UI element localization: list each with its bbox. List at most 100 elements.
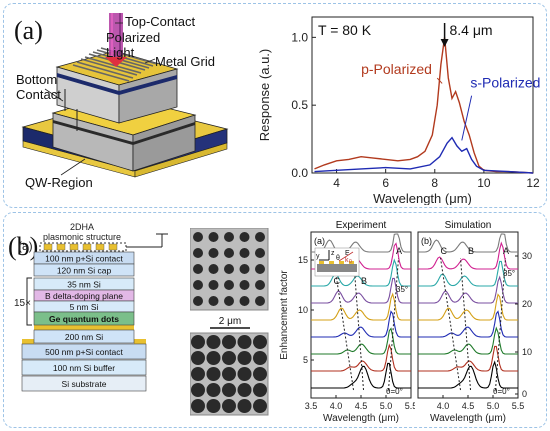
- x-tick-label: 6: [382, 176, 389, 190]
- y-tick-label-right: 30: [522, 251, 532, 261]
- curve-angle-6: [311, 258, 411, 287]
- peak-label-a: A: [503, 246, 509, 256]
- sem-hole: [239, 280, 250, 290]
- plasmonic-label-1: 2DHA: [70, 222, 94, 232]
- inset-y-label: y: [316, 253, 320, 260]
- x-tick-label: 12: [526, 176, 540, 190]
- sem-hole: [206, 351, 221, 365]
- y-tick-label: 10: [298, 305, 308, 315]
- stack-layer: [21, 359, 147, 376]
- repeat-label: 15×: [14, 298, 31, 309]
- sem-hole: [253, 351, 267, 365]
- sem-hole: [193, 232, 203, 242]
- sem-hole: [208, 232, 219, 242]
- legend-s-pointer: [461, 95, 473, 141]
- sem-hole: [208, 264, 219, 274]
- panel-b-tag: (b): [8, 232, 39, 261]
- curve-angle-3: [311, 310, 411, 338]
- sem-hole: [237, 383, 252, 397]
- stack-sub-tag: (a): [18, 239, 33, 253]
- sem-hole: [191, 383, 205, 397]
- label-top-contact: Top-Contact: [125, 14, 196, 29]
- stack-layer-label: Si substrate: [62, 379, 107, 389]
- x-tick-label: 4: [333, 176, 340, 190]
- inset-k-arrow: [338, 251, 354, 262]
- y-tick-label-right: 0: [522, 389, 527, 399]
- plasmonic-pad: [82, 243, 92, 251]
- sem-hole: [193, 264, 203, 274]
- chart-sub-tag: (a): [314, 236, 325, 246]
- y-tick-label: 0.0: [291, 166, 308, 180]
- sem-hole: [222, 383, 236, 397]
- light-beam: [105, 13, 127, 67]
- plot-frame: [311, 16, 534, 174]
- curve-angle-4: [418, 293, 518, 321]
- stack-layer: [21, 375, 147, 392]
- x-tick-label: 4.5: [462, 401, 475, 411]
- sem-hole: [191, 351, 205, 365]
- inset-k-sub-label: 0: [349, 259, 352, 265]
- sem-hole: [253, 367, 267, 381]
- sem-hole: [206, 383, 221, 397]
- curve-angle-8: [418, 233, 518, 253]
- device-illustration: [21, 13, 229, 178]
- contact-pad-left: [22, 339, 34, 344]
- sem-hole: [237, 351, 252, 365]
- sem-hole: [191, 367, 205, 381]
- sem-hole: [239, 248, 250, 258]
- x-axis-label: Wavelength (μm): [373, 191, 472, 205]
- plasmonic-pad: [95, 243, 105, 251]
- peak-label-b: B: [468, 246, 474, 256]
- x-tick-label: 5.0: [487, 401, 500, 411]
- inset-pad: [339, 261, 344, 264]
- stack-layer-label: B delta-doping plane: [45, 291, 123, 301]
- x-tick-label: 10: [477, 176, 491, 190]
- sem-hole: [224, 264, 234, 274]
- annotation-temperature: T = 80 K: [318, 22, 372, 38]
- curve-angle-3: [418, 310, 518, 338]
- y-tick-label: 15: [298, 255, 308, 265]
- curve-angle-0: [311, 362, 411, 389]
- sem-hole: [193, 296, 203, 306]
- stack-layer: [21, 343, 147, 360]
- sem-hole: [253, 383, 267, 397]
- plasmonic-pad: [69, 243, 79, 251]
- sem-hole: [224, 296, 234, 306]
- peak-label-c: C: [441, 246, 448, 256]
- sem-hole: [255, 248, 265, 258]
- sem-scale-label: 2 μm: [219, 316, 241, 327]
- panel-b: [3, 212, 547, 428]
- sem-hole: [208, 296, 219, 306]
- curve-angle-0: [418, 360, 518, 389]
- contact-pad-inner: [34, 325, 134, 330]
- x-axis-label: Wavelength (μm): [323, 413, 399, 423]
- sem-hole: [208, 280, 219, 290]
- sem-hole: [239, 264, 250, 274]
- inset-substrate: [317, 264, 357, 272]
- sem-hole: [224, 248, 234, 258]
- legend-p-polarized: p-Polarized: [361, 61, 432, 77]
- label-bottom-contact: Bottom Contact: [16, 72, 61, 102]
- stack-layer-label: 200 nm Si: [65, 332, 103, 342]
- annotation-peak: 8.4 μm: [450, 22, 493, 38]
- angle-top-label: 35°: [396, 285, 408, 294]
- x-tick-label: 5.0: [380, 401, 393, 411]
- chart-title: Experiment: [336, 220, 387, 231]
- sem-hole: [239, 296, 250, 306]
- stack-layer: [33, 329, 135, 344]
- sem-hole: [191, 335, 205, 349]
- sem-hole: [255, 280, 265, 290]
- repeat-bracket: [26, 277, 32, 326]
- label-metal-grid: Metal Grid: [155, 54, 215, 69]
- plasmonic-pad: [56, 243, 66, 251]
- plasmonic-pad: [43, 243, 53, 251]
- chart-sub-tag: (b): [421, 236, 432, 246]
- x-tick-label: 4.0: [437, 401, 450, 411]
- experiment-chart: Experiment (a) 3.5 4.0 4.5 5.0 5.5 Wavelength (…: [279, 220, 415, 423]
- angle-top-label: 35°: [503, 269, 515, 278]
- plasmonic-pad: [108, 243, 118, 251]
- sem-hole: [255, 232, 265, 242]
- sem-hole: [206, 335, 221, 349]
- x-tick-label: 4.0: [330, 401, 343, 411]
- stack-layer-label: 5 nm Si: [70, 302, 99, 312]
